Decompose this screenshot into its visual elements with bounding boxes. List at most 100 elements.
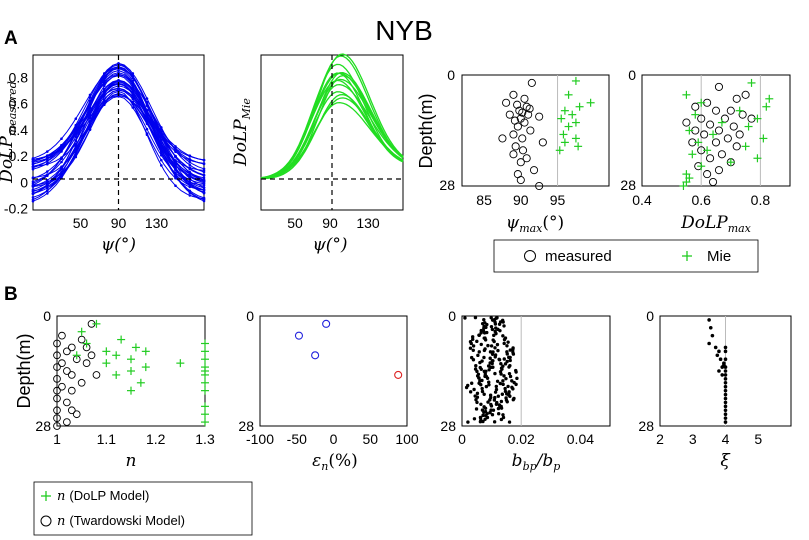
twardowski-marker (92, 371, 101, 379)
measured-point (188, 163, 192, 167)
xi-point (723, 408, 728, 413)
measured-point (103, 91, 106, 94)
measured-point (131, 88, 135, 92)
chart-dolp-max: 0 28 0.4 0.6 0.8 DoLPmax (620, 67, 791, 235)
measured-point (88, 96, 92, 99)
ratio-point (502, 341, 506, 346)
measured-point (202, 159, 206, 162)
measured-marker (708, 177, 718, 187)
x-axis-label: ψ(°) (101, 235, 136, 255)
xi-point (723, 404, 728, 409)
xi-point (713, 345, 718, 350)
ratio-point (472, 387, 476, 392)
ratio-point (496, 412, 501, 416)
twardowski-marker (63, 367, 71, 375)
measured-point (60, 148, 63, 152)
measured-point (174, 148, 177, 151)
x-ticks: 85 90 95 (476, 192, 565, 208)
measured-point (145, 110, 149, 114)
ratio-point (501, 413, 505, 417)
measured-point (46, 155, 49, 158)
y-tick-label: 28 (439, 177, 455, 193)
x-tick-label: 0.04 (567, 431, 594, 447)
ratio-point (514, 382, 518, 387)
measured-marker (691, 102, 700, 111)
ratio-point (499, 399, 504, 404)
ratio-point (508, 348, 512, 352)
ratio-point (482, 326, 486, 330)
ratio-point (515, 376, 519, 381)
chart-bbp-ratio: 0 28 0 0.02 0.04 bbp/bp (440, 308, 611, 473)
measured-marker (513, 122, 522, 131)
measured-marker (511, 142, 520, 151)
x-ticks: 0 0.02 0.04 (458, 431, 594, 447)
ratio-point (487, 380, 491, 384)
measured-point (46, 157, 49, 160)
legend-dolp-model-marker (41, 491, 51, 501)
xi-point (707, 318, 711, 322)
ratio-point (466, 420, 470, 424)
ratio-point (491, 365, 495, 369)
ratio-point (490, 327, 495, 332)
ratio-point (479, 331, 483, 335)
xi-point (710, 333, 715, 338)
measured-point (145, 127, 149, 131)
twardowski-marker (63, 347, 71, 356)
measured-point (145, 102, 149, 106)
mie-curve (260, 53, 404, 179)
ratio-point (487, 383, 491, 387)
ratio-point (496, 394, 501, 398)
ratio-point (477, 350, 481, 354)
xi-point (715, 353, 720, 358)
ratio-point (474, 363, 478, 368)
ratio-point (482, 355, 486, 360)
xi-point (723, 384, 728, 389)
measured-marker (522, 154, 531, 163)
ratio-point (507, 365, 511, 369)
xi-point (720, 373, 725, 377)
ratio-point (493, 322, 498, 326)
measured-point (46, 173, 49, 176)
measured-marker (732, 142, 741, 151)
twardowski-marker (67, 386, 76, 395)
measured-point (174, 155, 177, 159)
x-ticks: 0.4 0.6 0.8 (632, 192, 770, 208)
measured-point (46, 192, 49, 195)
ratio-point (502, 324, 506, 328)
ratio-point (500, 367, 504, 371)
measured-point (31, 196, 35, 199)
ratio-point (484, 369, 488, 374)
measured-point (160, 151, 163, 155)
measured-point (160, 164, 163, 167)
measured-point (188, 158, 192, 162)
xi-points (707, 316, 728, 426)
ratio-point (478, 415, 483, 420)
measured-point (74, 155, 78, 159)
x-tick-label: 5 (754, 431, 762, 447)
measured-marker (726, 106, 735, 115)
measured-point (145, 97, 149, 100)
x-tick-label: 0.4 (632, 192, 652, 208)
ratio-point (480, 321, 485, 326)
chart-dolp-measured: -0.2 0 0.2 0.4 0.6 0.8 50 90 130 ψ(°) Do… (0, 54, 206, 255)
ratio-point (508, 355, 512, 360)
y-tick-label: 0 (628, 67, 636, 83)
ratio-point (493, 390, 498, 394)
ratio-point (481, 419, 485, 424)
measured-point (202, 174, 206, 177)
twardowski-marker (77, 335, 86, 344)
xi-point (723, 369, 728, 373)
ratio-point (495, 316, 499, 320)
ratio-point (472, 417, 477, 421)
twardowski-marker (58, 382, 66, 391)
ratio-point (488, 361, 492, 365)
measured-point (202, 196, 206, 200)
chart-epsilon-n: 0 28 -100 -50 0 50 100 εn(%) (238, 308, 418, 473)
ratio-point (485, 322, 489, 327)
ratio-point (468, 390, 473, 394)
ratio-point (468, 346, 473, 350)
ratio-point (495, 379, 500, 383)
measured-marker (535, 112, 544, 121)
measured-marker (706, 120, 715, 129)
y-axis-label: DoLPMie (231, 98, 253, 167)
